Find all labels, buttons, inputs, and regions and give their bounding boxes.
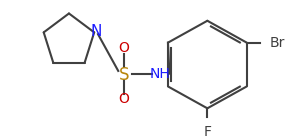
Text: N: N xyxy=(90,24,102,39)
Text: Br: Br xyxy=(269,36,285,50)
Text: NH: NH xyxy=(150,67,170,81)
Text: O: O xyxy=(118,41,129,55)
Text: O: O xyxy=(118,92,129,106)
Text: S: S xyxy=(119,66,129,84)
Text: F: F xyxy=(203,125,211,139)
